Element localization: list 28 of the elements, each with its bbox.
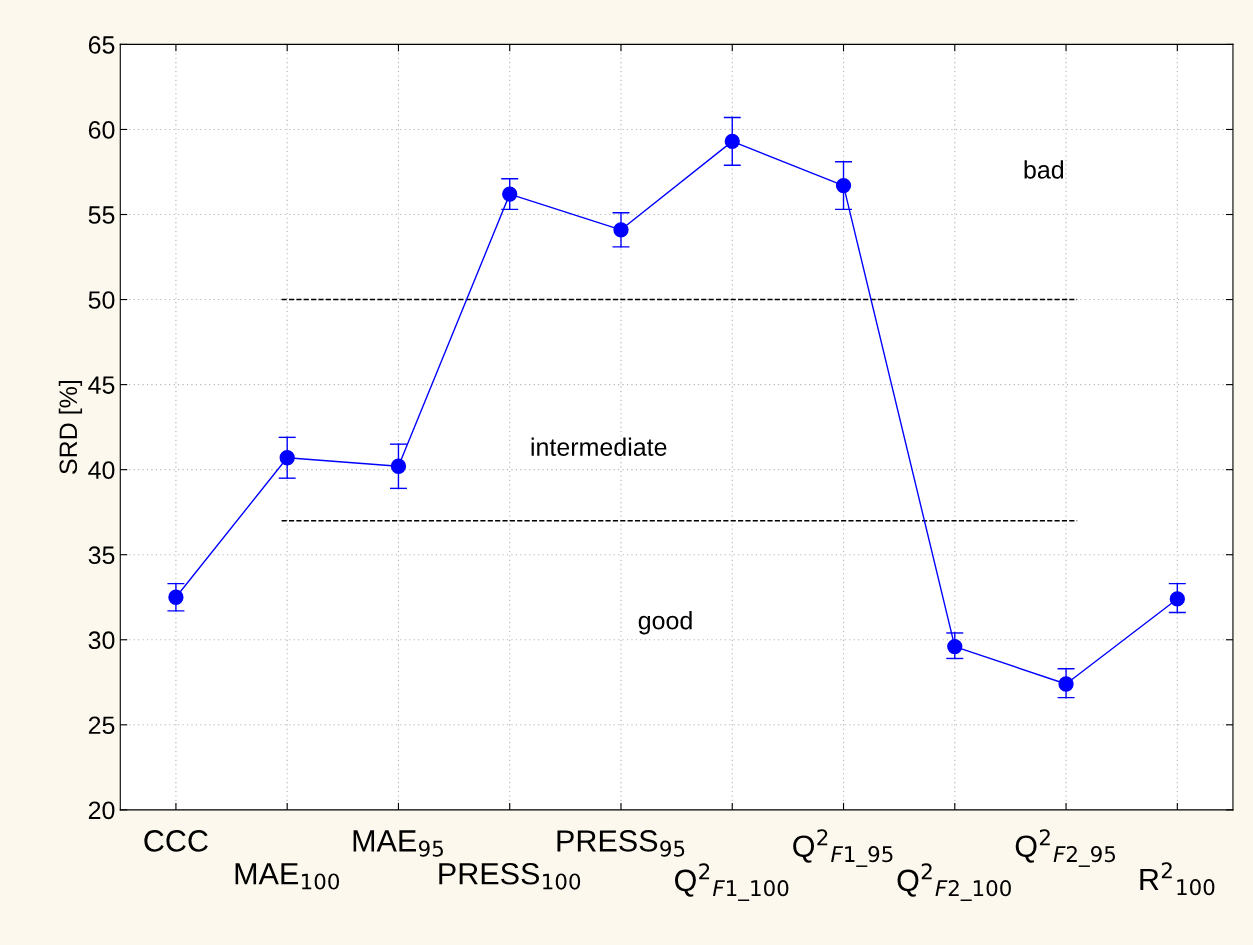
y-tick-label: 40 xyxy=(88,461,115,479)
point xyxy=(947,638,963,655)
x-tick-label: PRESS$_{95}$ xyxy=(557,830,685,857)
x-tick-label: R$^{2}$$_{100}$ xyxy=(1140,862,1215,896)
y-tick-label: 65 xyxy=(88,36,115,54)
point xyxy=(835,177,852,194)
y-tick-label: 45 xyxy=(88,376,115,394)
point xyxy=(724,133,740,150)
annotation: bad xyxy=(1024,160,1064,179)
y-tick-label: 60 xyxy=(88,121,115,139)
y-axis-title: SRD [%] xyxy=(58,381,83,474)
x-tick-label: PRESS$_{100}$ xyxy=(439,862,581,890)
y-tick-label: 20 xyxy=(88,801,115,820)
x-tick-label: MAE$_{95}$ xyxy=(353,830,443,857)
x-tick-label: MAE$_{100}$ xyxy=(235,863,340,890)
x-tick-label: Q$^{2}$$_{F1_95}$ xyxy=(793,829,893,867)
point xyxy=(390,458,407,474)
x-tick-label: CCC xyxy=(144,830,208,852)
y-tick-label: 55 xyxy=(88,206,115,224)
x-tick-label: Q$^{2}$$_{F2_95}$ xyxy=(1015,829,1116,867)
y-tick-label: 35 xyxy=(88,546,115,565)
x-tick-label: Q$^{2}$$_{F2_100}$ xyxy=(897,863,1011,901)
y-tick-label: 30 xyxy=(88,631,115,650)
x-tick-label: Q$^{2}$$_{F1_100}$ xyxy=(675,863,789,901)
y-tick-label: 25 xyxy=(88,716,115,735)
y-tick-label: 50 xyxy=(88,291,115,309)
annotation: good xyxy=(638,611,692,635)
annotation: intermediate xyxy=(531,437,667,456)
